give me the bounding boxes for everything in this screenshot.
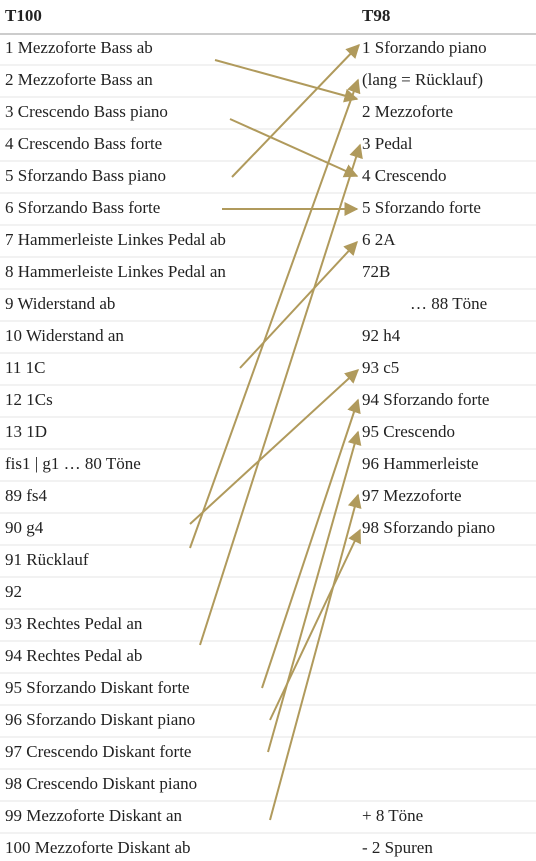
right-item: … 88 Töne [410, 294, 487, 313]
left-item: 92 [5, 582, 22, 601]
right-item: 93 c5 [362, 358, 399, 377]
right-item: (lang = Rücklauf) [362, 70, 483, 89]
right-item: 2 Mezzoforte [362, 102, 453, 121]
left-item: 89 fs4 [5, 486, 48, 505]
rows: 1 Mezzoforte Bass ab 2 Mezzoforte Bass an… [0, 38, 536, 857]
arrow [199, 143, 363, 646]
left-item: 93 Rechtes Pedal an [5, 614, 143, 633]
right-item: 6 2A [362, 230, 396, 249]
left-item: 1 Mezzoforte Bass ab [5, 38, 153, 57]
right-item: 94 Sforzando forte [362, 390, 489, 409]
right-item: 97 Mezzoforte [362, 486, 462, 505]
left-item: 3 Crescendo Bass piano [5, 102, 168, 121]
left-item: 6 Sforzando Bass forte [5, 198, 160, 217]
left-item: fis1 | g1 … 80 Töne [5, 454, 141, 473]
right-item: 95 Crescendo [362, 422, 455, 441]
right-item: 4 Crescendo [362, 166, 447, 185]
arrow [239, 240, 358, 369]
arrow [189, 369, 360, 525]
left-item: 7 Hammerleiste Linkes Pedal ab [5, 230, 226, 249]
arrow [267, 430, 362, 753]
left-item: 95 Sforzando Diskant forte [5, 678, 190, 697]
right-item: 1 Sforzando piano [362, 38, 487, 57]
right-header: T98 [362, 6, 390, 25]
left-item: 11 1C [5, 358, 45, 377]
right-item: + 8 Töne [362, 806, 423, 825]
left-item: 91 Rücklauf [5, 550, 89, 569]
left-item: 2 Mezzoforte Bass an [5, 70, 153, 89]
left-item: 10 Widerstand an [5, 326, 124, 345]
left-item: 98 Crescendo Diskant piano [5, 774, 197, 793]
left-item: 97 Crescendo Diskant forte [5, 742, 191, 761]
arrow [261, 398, 361, 689]
left-item: 12 1Cs [5, 390, 53, 409]
left-header: T100 [5, 6, 42, 25]
right-item: 96 Hammerleiste [362, 454, 479, 473]
arrow [231, 43, 360, 178]
right-item: 92 h4 [362, 326, 401, 345]
right-item: - 2 Spuren [362, 838, 433, 857]
arrow [189, 78, 361, 549]
left-item: 9 Widerstand ab [5, 294, 115, 313]
arrow [229, 118, 359, 178]
left-item: 5 Sforzando Bass piano [5, 166, 166, 185]
left-item: 96 Sforzando Diskant piano [5, 710, 195, 729]
left-item: 94 Rechtes Pedal ab [5, 646, 142, 665]
left-item: 99 Mezzoforte Diskant an [5, 806, 183, 825]
right-item: 3 Pedal [362, 134, 413, 153]
arrow [214, 59, 359, 103]
left-item: 8 Hammerleiste Linkes Pedal an [5, 262, 226, 281]
right-item: 5 Sforzando forte [362, 198, 481, 217]
connections [189, 43, 363, 821]
right-item: 72B [362, 262, 390, 281]
left-item: 100 Mezzoforte Diskant ab [5, 838, 191, 857]
left-item: 4 Crescendo Bass forte [5, 134, 162, 153]
left-item: 90 g4 [5, 518, 44, 537]
right-item: 98 Sforzando piano [362, 518, 495, 537]
arrow [269, 493, 362, 821]
left-item: 13 1D [5, 422, 47, 441]
